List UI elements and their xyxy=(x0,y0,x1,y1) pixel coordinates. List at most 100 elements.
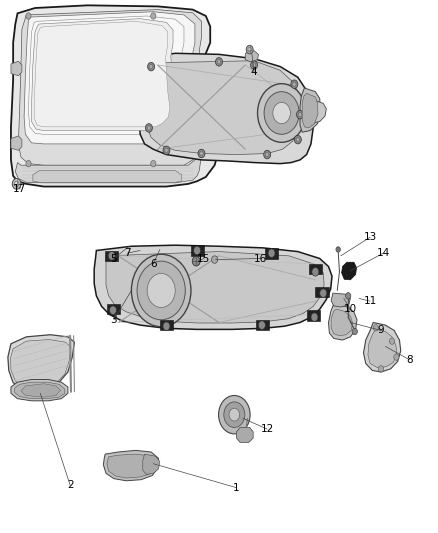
Circle shape xyxy=(294,135,301,144)
Circle shape xyxy=(252,63,256,67)
Circle shape xyxy=(219,395,250,434)
Circle shape xyxy=(291,80,298,88)
Circle shape xyxy=(320,289,327,297)
Circle shape xyxy=(149,64,153,69)
Text: 4: 4 xyxy=(251,67,258,77)
Circle shape xyxy=(145,124,152,132)
Polygon shape xyxy=(331,309,353,336)
Circle shape xyxy=(336,247,340,252)
Polygon shape xyxy=(28,16,186,134)
Circle shape xyxy=(110,306,117,314)
Circle shape xyxy=(268,249,275,257)
Text: 15: 15 xyxy=(197,254,210,263)
Polygon shape xyxy=(265,248,278,259)
Circle shape xyxy=(212,256,218,263)
Polygon shape xyxy=(33,171,182,182)
Polygon shape xyxy=(307,310,320,321)
Circle shape xyxy=(137,261,185,320)
Circle shape xyxy=(373,325,378,331)
Circle shape xyxy=(14,181,19,187)
Circle shape xyxy=(147,273,175,308)
Polygon shape xyxy=(11,379,68,401)
Polygon shape xyxy=(256,320,269,330)
Polygon shape xyxy=(11,61,22,76)
Circle shape xyxy=(312,268,319,276)
Polygon shape xyxy=(300,88,321,132)
Polygon shape xyxy=(34,21,170,127)
Circle shape xyxy=(246,45,253,54)
Circle shape xyxy=(215,58,223,66)
Polygon shape xyxy=(103,450,159,481)
Polygon shape xyxy=(106,252,324,323)
Circle shape xyxy=(148,62,155,71)
Text: 13: 13 xyxy=(364,232,377,242)
Circle shape xyxy=(258,321,265,329)
Polygon shape xyxy=(107,304,120,314)
Text: 2: 2 xyxy=(67,480,74,490)
Text: 5: 5 xyxy=(110,254,117,263)
Polygon shape xyxy=(331,293,350,307)
Circle shape xyxy=(298,112,302,117)
Circle shape xyxy=(194,246,201,255)
Circle shape xyxy=(165,148,168,152)
Polygon shape xyxy=(18,10,206,165)
Text: 6: 6 xyxy=(150,259,157,269)
Circle shape xyxy=(163,322,170,330)
Text: 9: 9 xyxy=(378,326,385,335)
Polygon shape xyxy=(368,329,397,368)
Polygon shape xyxy=(245,51,258,62)
Circle shape xyxy=(163,146,170,155)
Polygon shape xyxy=(311,100,326,123)
Polygon shape xyxy=(139,53,313,164)
Circle shape xyxy=(293,82,296,86)
Circle shape xyxy=(264,150,271,159)
Polygon shape xyxy=(309,264,322,274)
Polygon shape xyxy=(191,245,204,256)
Circle shape xyxy=(378,366,384,372)
Circle shape xyxy=(131,254,191,327)
Polygon shape xyxy=(315,287,328,297)
Polygon shape xyxy=(11,5,223,187)
Circle shape xyxy=(26,160,31,167)
Text: 17: 17 xyxy=(13,184,26,194)
Polygon shape xyxy=(143,454,160,474)
Text: 3: 3 xyxy=(110,315,117,325)
Polygon shape xyxy=(11,340,71,389)
Polygon shape xyxy=(105,251,118,261)
Text: 10: 10 xyxy=(344,304,357,314)
Polygon shape xyxy=(237,427,253,442)
Circle shape xyxy=(273,102,290,124)
Polygon shape xyxy=(342,262,357,280)
Text: 1: 1 xyxy=(233,483,240,492)
Circle shape xyxy=(311,313,318,321)
Circle shape xyxy=(12,179,21,189)
Circle shape xyxy=(389,338,395,344)
Circle shape xyxy=(229,408,240,421)
Text: 7: 7 xyxy=(124,248,131,258)
Polygon shape xyxy=(8,335,74,390)
Text: 11: 11 xyxy=(364,296,377,306)
Polygon shape xyxy=(302,93,318,128)
Polygon shape xyxy=(107,454,154,478)
Circle shape xyxy=(217,60,221,64)
Polygon shape xyxy=(21,384,60,397)
Circle shape xyxy=(352,328,357,335)
Circle shape xyxy=(192,256,200,266)
Polygon shape xyxy=(32,19,175,131)
Circle shape xyxy=(224,402,245,427)
Text: 14: 14 xyxy=(377,248,390,258)
Text: 12: 12 xyxy=(261,424,274,434)
Circle shape xyxy=(147,126,151,130)
Polygon shape xyxy=(15,139,204,183)
Circle shape xyxy=(200,151,203,156)
Polygon shape xyxy=(364,322,401,372)
Circle shape xyxy=(296,138,300,142)
Polygon shape xyxy=(328,304,357,340)
Circle shape xyxy=(151,13,156,19)
Circle shape xyxy=(297,110,304,119)
Circle shape xyxy=(258,84,306,142)
Circle shape xyxy=(251,61,258,69)
Polygon shape xyxy=(11,136,22,150)
Polygon shape xyxy=(160,320,173,330)
Circle shape xyxy=(151,160,156,167)
